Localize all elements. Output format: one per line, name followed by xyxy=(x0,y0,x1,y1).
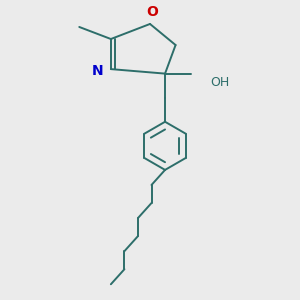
Text: O: O xyxy=(146,4,158,19)
Text: OH: OH xyxy=(210,76,230,89)
Text: N: N xyxy=(92,64,103,78)
